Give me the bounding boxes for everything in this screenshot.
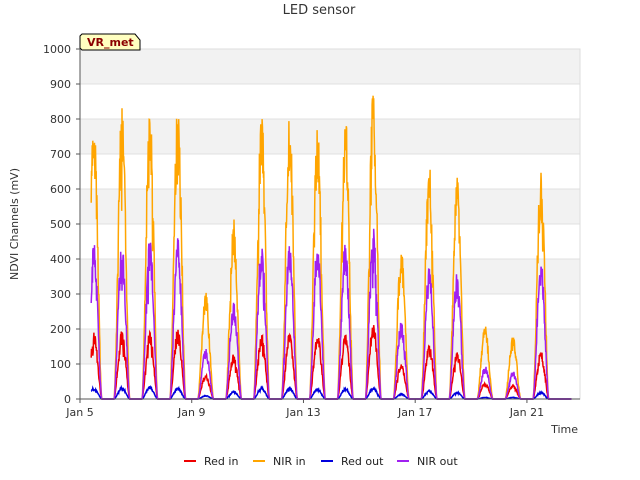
- x-tick-label: Jan 21: [509, 406, 544, 419]
- site-badge-box: [79, 33, 141, 51]
- plot-band: [80, 189, 580, 224]
- x-tick-label: Jan 9: [177, 406, 205, 419]
- legend-label: NIR in: [273, 455, 306, 468]
- plot-band: [80, 364, 580, 399]
- x-axis-title: Time: [550, 423, 578, 436]
- plot-band: [80, 294, 580, 329]
- legend-label: NIR out: [417, 455, 458, 468]
- y-tick-label: 600: [50, 183, 71, 196]
- y-tick-label: 100: [50, 358, 71, 371]
- chart-title: LED sensor: [283, 3, 356, 18]
- y-tick-label: 800: [50, 113, 71, 126]
- plot-band: [80, 49, 580, 84]
- y-tick-label: 700: [50, 148, 71, 161]
- plot-band: [80, 224, 580, 259]
- x-tick-label: Jan 5: [65, 406, 93, 419]
- legend-label: Red out: [341, 455, 384, 468]
- y-tick-label: 0: [64, 393, 71, 406]
- axes: 0 100 200 300 400 500 600 700 800 900 1000 Jan 5 Jan…: [43, 43, 580, 419]
- legend-label: Red in: [204, 455, 238, 468]
- y-tick-label: 900: [50, 78, 71, 91]
- legend: Red in NIR in Red out NIR out: [184, 455, 458, 468]
- site-badge-label: VR_met: [87, 36, 134, 49]
- plot-band: [80, 259, 580, 294]
- plot-background: [80, 49, 580, 399]
- y-tick-label: 400: [50, 253, 71, 266]
- y-tick-label: 500: [50, 218, 71, 231]
- x-tick-label: Jan 17: [397, 406, 432, 419]
- site-badge: VR_met: [79, 33, 141, 51]
- plot-band: [80, 119, 580, 154]
- y-tick-label: 200: [50, 323, 71, 336]
- y-tick-label: 300: [50, 288, 71, 301]
- plot-band: [80, 84, 580, 119]
- x-tick-label: Jan 13: [285, 406, 320, 419]
- plot-band: [80, 329, 580, 364]
- y-tick-label: 1000: [43, 43, 71, 56]
- plot-band: [80, 154, 580, 189]
- y-axis-title: NDVI Channels (mV): [8, 168, 21, 280]
